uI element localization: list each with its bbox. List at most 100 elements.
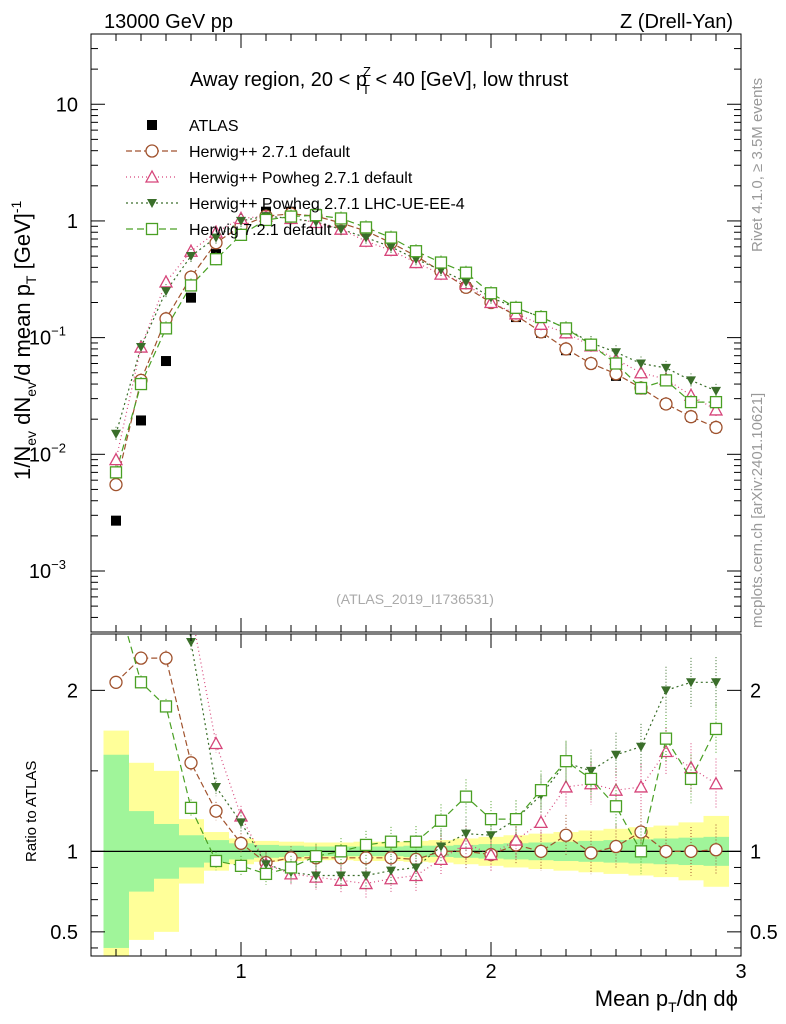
data-point-powheg_ee4 [411, 255, 421, 265]
ratio-point-powheg [433, 852, 449, 866]
ratio-point-herwig7 [359, 838, 373, 852]
ratio-point-powheg [608, 782, 624, 796]
legend-label-herwig7: Herwig 7.2.1 default [189, 222, 332, 239]
ratio-point-powheg_ee4 [636, 742, 646, 752]
ratio-point-powheg [483, 847, 499, 861]
ratio-point-herwig7 [284, 861, 298, 874]
ratio-point-herwig7 [609, 800, 623, 813]
ratio-point-herwig7 [184, 801, 198, 815]
ratio-point-powheg [208, 736, 224, 750]
ratio-point-powheg [135, 330, 147, 341]
y-tick-base: 10 [29, 328, 51, 350]
ratio-point-herwig_default [359, 851, 373, 865]
data-point-powheg [708, 402, 724, 416]
ratio-plot-data [91, 123, 741, 956]
y-tick-base: 10 [29, 561, 51, 583]
data-point-herwig7 [359, 221, 373, 234]
y-axis-label: 1/Nev dNev/d mean pT [GeV]-1 [8, 200, 39, 480]
mcplots-label: mcplots.cern.ch [arXiv:2401.10621] [749, 393, 766, 628]
ratio-point-herwig7 [459, 790, 473, 803]
ratio-point-herwig7 [409, 835, 423, 848]
data-point-herwig7 [559, 322, 573, 335]
data-point-herwig_default [684, 410, 698, 424]
data-point-powheg_ee4 [711, 386, 721, 396]
ratio-point-powheg [633, 779, 649, 793]
ratio-point-powheg [508, 832, 524, 846]
data-point-herwig7 [459, 266, 473, 279]
ratio-point-powheg_ee4 [186, 638, 196, 648]
ratio-point-powheg_ee4 [686, 678, 696, 688]
ratio-point-powheg_ee4 [661, 686, 671, 696]
ratio-point-powheg_ee4 [611, 750, 621, 760]
ratio-point-herwig7 [111, 588, 122, 599]
legend-marker-powheg [144, 169, 160, 183]
ratio-point-herwig7 [684, 772, 698, 786]
ratio-point-powheg_ee4 [411, 863, 421, 873]
data-point-herwig7 [609, 357, 623, 370]
ratio-point-powheg_ee4 [211, 782, 221, 792]
ratio-y-tick-label: 2 [67, 680, 78, 702]
data-point-herwig_default [709, 420, 723, 435]
ratio-plot-frame [90, 633, 742, 957]
data-point-herwig7 [159, 322, 173, 335]
rivet-label: Rivet 4.1.0, ≥ 3.5M events [749, 78, 766, 252]
ratio-point-powheg_ee4 [461, 829, 471, 839]
header-right: Z (Drell-Yan) [620, 11, 733, 33]
legend-marker-herwig_default [145, 144, 159, 158]
y-tick-label: 10−1 [29, 324, 66, 350]
y-tick-label: 1 [67, 211, 78, 233]
data-point-herwig7 [684, 395, 698, 409]
ratio-point-herwig_default [109, 675, 123, 689]
ratio-point-powheg [533, 815, 549, 829]
ratio-point-powheg [708, 776, 724, 790]
ratio-point-herwig7 [259, 867, 273, 881]
data-point-herwig7 [659, 374, 673, 387]
data-point-herwig7 [184, 279, 198, 292]
legend-label-herwig_default: Herwig++ 2.7.1 default [189, 144, 351, 161]
ratio-plot-axes: 2 2 1 1 0.5 0.5 1 2 3 [50, 634, 778, 983]
data-point-herwig7 [109, 466, 123, 479]
ratio-point-herwig7 [584, 772, 598, 786]
data-point-powheg_ee4 [461, 277, 471, 287]
ratio-point-herwig7 [159, 700, 173, 713]
data-point-herwig7 [309, 209, 323, 222]
data-point-powheg [533, 316, 549, 330]
legend-marker-herwig7 [145, 222, 159, 236]
ratio-point-herwig_default [234, 836, 248, 850]
data-point-powheg_ee4 [336, 225, 346, 235]
ratio-point-herwig_default [559, 828, 573, 842]
data-point-powheg_ee4 [361, 233, 371, 243]
legend-label-powheg_ee4: Herwig++ Powheg 2.7.1 LHC-UE-EE-4 [189, 196, 465, 213]
ratio-line-powheg [194, 634, 717, 885]
ratio-point-herwig_default [684, 844, 698, 858]
data-point-herwig7 [209, 253, 223, 266]
ratio-point-herwig7 [234, 859, 248, 872]
data-point-herwig7 [434, 256, 448, 269]
legend-label-atlas: ATLAS [189, 118, 239, 135]
data-point-powheg_ee4 [211, 233, 221, 243]
data-point-atlas [186, 292, 196, 303]
ratio-point-powheg_ee4 [111, 123, 121, 132]
ratio-point-herwig_default [609, 839, 623, 854]
ratio-point-powheg_ee4 [236, 818, 246, 828]
ratio-point-herwig7 [209, 854, 223, 868]
data-point-herwig_default [559, 342, 573, 356]
y-tick-base: 10 [29, 444, 51, 466]
data-point-atlas [161, 356, 171, 367]
ratio-point-powheg_ee4 [586, 766, 596, 776]
y-tick-label: 10−2 [29, 440, 66, 466]
data-point-powheg_ee4 [661, 363, 671, 373]
ratio-point-powheg_ee4 [261, 860, 271, 870]
legend-label-powheg: Herwig++ Powheg 2.7.1 default [189, 170, 413, 187]
ratio-point-herwig7 [634, 845, 648, 858]
data-point-powheg_ee4 [186, 252, 196, 262]
ratio-plot: 2 2 1 1 0.5 0.5 1 2 3 Ratio to ATLAS Mean pT/dη … [23, 123, 778, 1015]
data-point-herwig7 [634, 381, 648, 395]
ratio-point-powheg_ee4 [136, 316, 146, 325]
data-point-powheg [108, 452, 124, 466]
ratio-point-herwig7 [559, 755, 573, 768]
ratio-point-powheg_ee4 [311, 871, 321, 881]
ratio-point-powheg_ee4 [336, 871, 346, 881]
y-tick-exponent: −2 [51, 440, 66, 455]
